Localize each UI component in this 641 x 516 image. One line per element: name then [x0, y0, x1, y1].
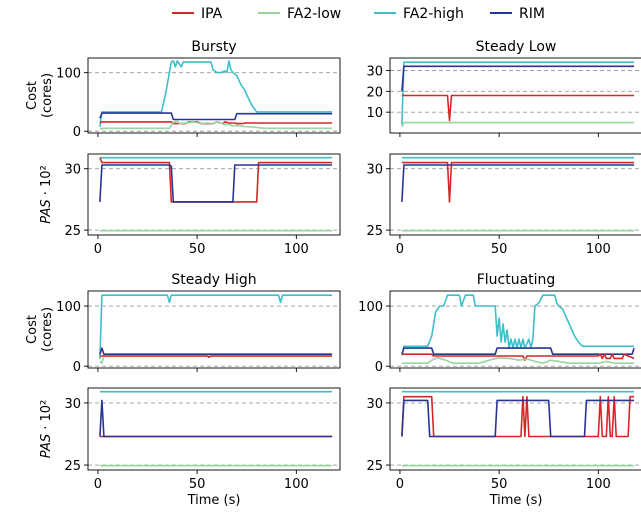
x-tick-label: 50 — [491, 242, 508, 257]
x-tick-label: 0 — [94, 477, 102, 492]
series-line-fa2-low — [401, 121, 635, 128]
x-tick-label: 100 — [284, 477, 309, 492]
y-axis-label: (cores) — [40, 73, 55, 118]
axes-frame — [389, 290, 641, 369]
series-line-fa2-high — [401, 294, 635, 356]
x-tick-label: 0 — [396, 242, 404, 257]
x-tick-label: 100 — [284, 242, 309, 257]
panel-bursty-cost: 0 100 Bursty Cost (cores) — [25, 39, 341, 140]
panel-steady-high-cost: 0 100 Steady High Cost (cores) — [25, 272, 341, 375]
x-tick-label: 50 — [189, 242, 206, 257]
panel-steady-high-pas: 0 50 100 25 30 Time (s) PAS · 10² — [39, 387, 341, 508]
legend: IPA FA2-low FA2-high RIM — [172, 6, 545, 22]
series-line-fa2-low — [99, 119, 333, 130]
series-line-rim — [99, 164, 333, 203]
y-tick-label: 30 — [366, 397, 383, 412]
series-line-ipa — [401, 353, 635, 361]
y-tick-label: 30 — [366, 65, 383, 80]
x-axis-label: Time (s) — [489, 493, 543, 508]
series-line-rim — [401, 164, 635, 202]
series-line-fa2-low — [401, 357, 635, 364]
panel-title: Fluctuating — [477, 272, 556, 288]
x-tick-label: 50 — [491, 477, 508, 492]
series-line-fa2-high — [99, 294, 333, 360]
y-axis-label: (cores) — [40, 307, 55, 352]
axes-frame — [87, 387, 341, 471]
y-tick-label: 0 — [375, 360, 383, 375]
y-tick-label: 100 — [56, 300, 81, 315]
x-tick-label: 100 — [586, 477, 611, 492]
y-tick-label: 25 — [366, 224, 383, 239]
axes-frame — [87, 57, 341, 134]
y-axis-label: PAS · 10² — [39, 400, 54, 459]
legend-label-fa2-low: FA2-low — [287, 6, 341, 22]
axes-frame — [389, 153, 641, 236]
axes-frame — [389, 387, 641, 471]
series-line-rim — [99, 399, 333, 438]
panel-title: Steady High — [171, 272, 256, 288]
panel-title: Bursty — [191, 39, 236, 55]
legend-label-fa2-high: FA2-high — [403, 6, 464, 22]
y-tick-label: 100 — [358, 300, 383, 315]
panel-steady-low-pas: 0 50 100 25 30 — [366, 153, 641, 257]
axes-frame — [87, 290, 341, 369]
panel-fluctuating-pas: 0 50 100 25 30 Time (s) — [366, 387, 641, 508]
y-tick-label: 30 — [366, 163, 383, 178]
y-tick-label: 0 — [73, 125, 81, 140]
panel-title: Steady Low — [476, 39, 557, 55]
series-line-fa2-high — [401, 61, 635, 125]
y-tick-label: 30 — [64, 163, 81, 178]
series-line-ipa — [401, 94, 635, 122]
series-line-rim — [99, 347, 333, 355]
series-line-fa2-low — [99, 355, 333, 364]
x-tick-label: 0 — [396, 477, 404, 492]
y-axis-label: PAS · 10² — [39, 165, 54, 224]
series-line-rim — [401, 347, 635, 355]
legend-label-ipa: IPA — [201, 6, 223, 22]
x-axis-label: Time (s) — [187, 493, 241, 508]
series-line-rim — [99, 112, 333, 121]
panel-bursty-pas: 0 50 100 25 30 PAS · 10² — [39, 153, 341, 257]
y-tick-label: 0 — [73, 360, 81, 375]
y-axis-label: Cost — [25, 81, 40, 110]
panel-fluctuating-cost: 0 100 Fluctuating — [358, 272, 641, 375]
axes-frame — [389, 57, 641, 134]
x-tick-label: 50 — [189, 477, 206, 492]
series-line-fa2-high — [99, 60, 333, 127]
y-axis-label: Cost — [25, 315, 40, 344]
axes-frame — [87, 153, 341, 236]
x-tick-label: 0 — [94, 242, 102, 257]
y-tick-label: 100 — [56, 67, 81, 82]
series-line-ipa — [99, 157, 333, 203]
legend-label-rim: RIM — [519, 6, 545, 22]
y-tick-label: 25 — [366, 459, 383, 474]
series-line-ipa — [99, 355, 333, 358]
y-tick-label: 30 — [64, 397, 81, 412]
panel-steady-low-cost: 10 20 30 Steady Low — [366, 39, 641, 137]
y-tick-label: 25 — [64, 459, 81, 474]
series-line-rim — [401, 65, 635, 92]
y-tick-label: 20 — [366, 85, 383, 100]
y-tick-label: 25 — [64, 224, 81, 239]
x-tick-label: 100 — [586, 242, 611, 257]
series-line-rim — [401, 399, 635, 438]
y-tick-label: 10 — [366, 106, 383, 121]
series-line-ipa — [401, 161, 635, 203]
